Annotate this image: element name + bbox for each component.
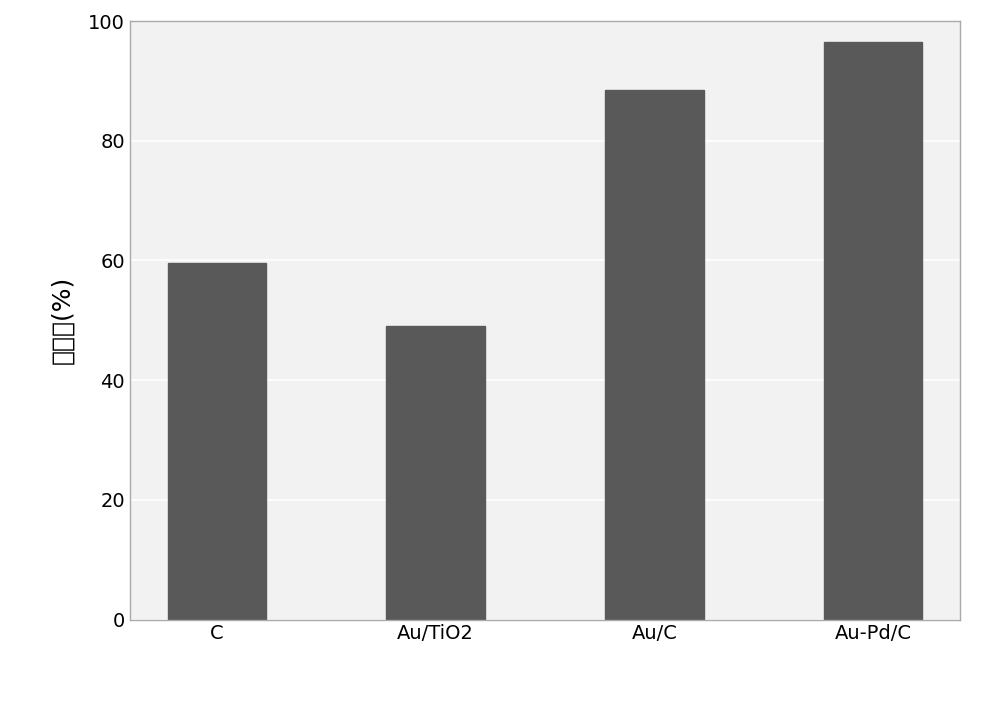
Bar <box>168 263 266 620</box>
Bar <box>605 90 704 620</box>
Bar <box>386 326 485 620</box>
Bar <box>824 42 922 620</box>
Y-axis label: 脱硫率(%): 脱硫率(%) <box>50 276 74 365</box>
